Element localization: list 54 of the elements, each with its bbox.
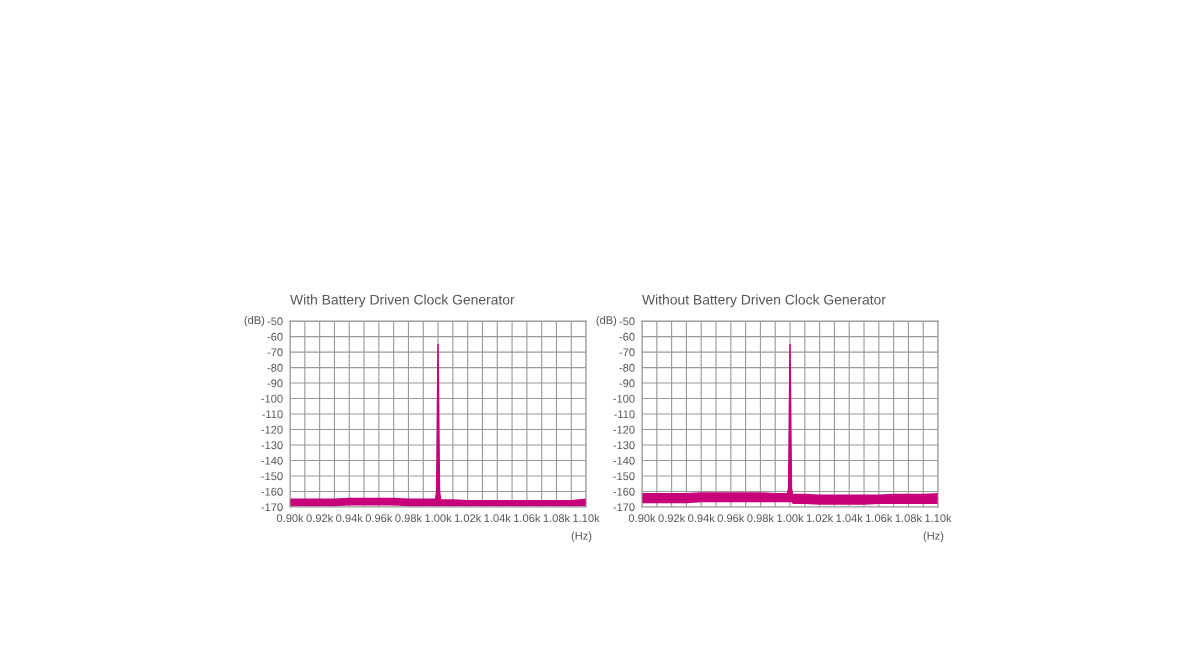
x-tick-label: 1.00k: [425, 513, 452, 523]
y-tick-label: -150: [261, 472, 283, 481]
y-tick-label: -70: [267, 348, 283, 357]
x-tick-label: 0.96k: [365, 513, 393, 523]
x-tick-label: 0.96k: [717, 513, 745, 523]
y-tick-label: -60: [267, 332, 283, 341]
chart-title: With Battery Driven Clock Generator: [290, 294, 515, 308]
y-axis-title: (dB): [244, 315, 265, 327]
x-tick-label: 0.92k: [306, 513, 334, 523]
y-tick-label: -50: [267, 317, 283, 326]
y-axis-title: (dB): [596, 315, 617, 327]
y-tick-label: -90: [267, 379, 283, 388]
y-tick-label: -50: [619, 317, 635, 326]
y-tick-label: -140: [261, 456, 283, 465]
x-axis-title: (Hz): [571, 531, 592, 542]
y-tick-label: -90: [619, 379, 635, 388]
x-tick-label: 1.04k: [484, 513, 511, 523]
y-tick-label: -110: [614, 410, 635, 419]
y-tick-label: -150: [613, 472, 635, 481]
x-tick-label: 1.06k: [866, 513, 893, 523]
y-tick-label: -170: [613, 503, 635, 512]
x-tick-label: 1.08k: [895, 513, 923, 523]
x-tick-label: 1.04k: [836, 513, 863, 523]
x-tick-label: 1.08k: [543, 513, 571, 523]
y-tick-label: -160: [261, 487, 283, 496]
x-tick-label: 0.98k: [747, 513, 775, 523]
y-tick-label: -100: [261, 394, 283, 403]
y-tick-label: -80: [619, 363, 635, 372]
y-tick-label: -130: [613, 441, 635, 450]
x-axis-title: (Hz): [923, 531, 944, 542]
y-tick-label: -140: [613, 456, 635, 465]
y-tick-label: -80: [267, 363, 283, 372]
x-tick-label: 1.06k: [514, 513, 541, 523]
y-tick-label: -60: [619, 332, 635, 341]
y-tick-label: -100: [613, 394, 635, 403]
y-tick-label: -130: [261, 441, 283, 450]
x-tick-label: 1.10k: [925, 513, 952, 523]
y-tick-label: -120: [261, 425, 283, 434]
x-tick-label: 0.92k: [658, 513, 686, 523]
x-tick-label: 1.02k: [454, 513, 482, 523]
y-tick-label: -70: [619, 348, 635, 357]
x-tick-label: 1.00k: [777, 513, 804, 523]
y-tick-label: -170: [261, 503, 283, 512]
y-tick-label: -110: [262, 410, 283, 419]
x-tick-label: 0.90k: [276, 513, 304, 523]
x-tick-label: 1.10k: [573, 513, 600, 523]
x-tick-label: 1.02k: [806, 513, 834, 523]
x-tick-label: 0.90k: [628, 513, 656, 523]
x-tick-label: 0.98k: [395, 513, 423, 523]
x-tick-label: 0.94k: [336, 513, 363, 523]
x-tick-label: 0.94k: [688, 513, 715, 523]
chart-title: Without Battery Driven Clock Generator: [642, 294, 886, 308]
y-tick-label: -160: [613, 487, 635, 496]
y-tick-label: -120: [613, 425, 635, 434]
